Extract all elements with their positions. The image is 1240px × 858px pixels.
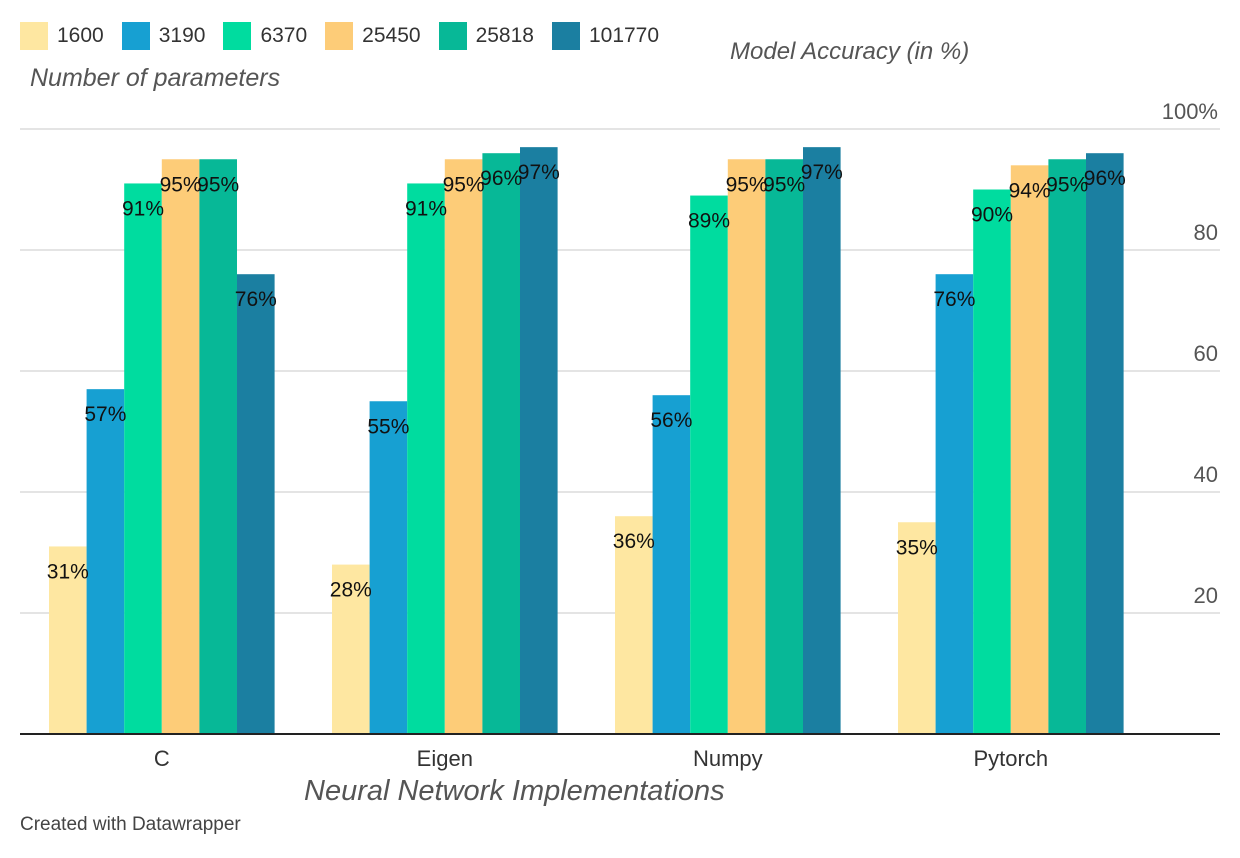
x-tick-label-numpy: Numpy xyxy=(693,746,763,771)
bar-numpy-1600 xyxy=(615,516,653,734)
data-label-numpy-1600: 36% xyxy=(613,530,655,553)
bar-eigen-25450 xyxy=(444,159,483,734)
x-tick-label-eigen: Eigen xyxy=(417,746,473,771)
data-label-eigen-101770: 97% xyxy=(518,161,560,184)
legend-item-6370: 6370 xyxy=(223,22,313,50)
data-label-numpy-6370: 89% xyxy=(688,210,730,233)
bar-c-101770 xyxy=(237,274,275,734)
data-label-numpy-101770: 97% xyxy=(801,161,843,184)
y-tick-label-40: 40 xyxy=(1194,462,1218,487)
bar-pytorch-25818 xyxy=(1048,159,1086,734)
bar-eigen-101770 xyxy=(520,147,558,734)
bar-numpy-25818 xyxy=(765,159,803,734)
data-label-pytorch-3190: 76% xyxy=(933,288,975,311)
legend-swatch-25450 xyxy=(325,22,354,50)
data-label-eigen-1600: 28% xyxy=(330,579,372,602)
legend-label-6370: 6370 xyxy=(260,24,308,47)
legend-item-1600: 1600 xyxy=(20,22,110,50)
data-label-c-1600: 31% xyxy=(47,560,89,583)
credit-note: Created with Datawrapper xyxy=(20,814,241,835)
bar-pytorch-101770 xyxy=(1086,153,1124,734)
bar-eigen-3190 xyxy=(369,401,408,734)
x-axis-title: Neural Network Implementations xyxy=(304,775,725,807)
data-label-c-25818: 95% xyxy=(197,173,239,196)
data-label-eigen-3190: 55% xyxy=(367,415,409,438)
bar-pytorch-6370 xyxy=(973,189,1011,734)
chart-legend: 1600 3190 6370 25450 25818 101770 xyxy=(20,20,665,52)
data-label-eigen-6370: 91% xyxy=(405,197,447,220)
legend-label-3190: 3190 xyxy=(158,24,206,47)
bar-pytorch-1600 xyxy=(898,522,936,734)
legend-label-25450: 25450 xyxy=(362,24,421,47)
y-axis-title: Model Accuracy (in %) xyxy=(730,38,970,65)
data-label-numpy-3190: 56% xyxy=(650,409,692,432)
data-label-pytorch-25818: 95% xyxy=(1046,173,1088,196)
data-label-numpy-25818: 95% xyxy=(763,173,805,196)
bar-pytorch-3190 xyxy=(935,274,974,734)
data-label-c-6370: 91% xyxy=(122,197,164,220)
legend-item-101770: 101770 xyxy=(551,22,665,50)
bar-eigen-1600 xyxy=(332,564,370,734)
data-label-c-101770: 76% xyxy=(235,288,277,311)
legend-label-25818: 25818 xyxy=(475,24,534,47)
bar-c-25450 xyxy=(161,159,200,734)
legend-swatch-1600 xyxy=(20,22,48,50)
data-label-eigen-25818: 96% xyxy=(480,167,522,190)
y-tick-label-100: 100% xyxy=(1162,99,1218,124)
bar-c-25818 xyxy=(199,159,237,734)
legend-swatch-25818 xyxy=(438,22,467,50)
legend-item-25450: 25450 xyxy=(325,22,426,50)
data-label-pytorch-101770: 96% xyxy=(1084,167,1126,190)
legend-swatch-3190 xyxy=(121,22,150,50)
y-tick-label-60: 60 xyxy=(1194,341,1218,366)
data-label-pytorch-1600: 35% xyxy=(896,536,938,559)
bar-pytorch-25450 xyxy=(1010,165,1049,735)
legend-label-1600: 1600 xyxy=(57,24,104,47)
x-tick-label-c: C xyxy=(154,746,170,771)
bar-c-1600 xyxy=(49,546,87,734)
bar-eigen-6370 xyxy=(407,183,445,734)
x-tick-label-pytorch: Pytorch xyxy=(974,746,1049,771)
legend-item-25818: 25818 xyxy=(438,22,540,50)
bar-c-6370 xyxy=(124,183,162,734)
data-label-c-25450: 95% xyxy=(160,173,202,196)
bar-numpy-101770 xyxy=(803,147,841,734)
legend-swatch-6370 xyxy=(223,22,252,50)
bar-eigen-25818 xyxy=(482,153,520,734)
data-label-eigen-25450: 95% xyxy=(443,173,485,196)
data-label-pytorch-6370: 90% xyxy=(971,204,1013,227)
legend-swatch-101770 xyxy=(551,22,580,50)
legend-title: Number of parameters xyxy=(30,64,281,92)
data-label-pytorch-25450: 94% xyxy=(1009,179,1051,202)
data-label-c-3190: 57% xyxy=(84,403,126,426)
legend-item-3190: 3190 xyxy=(121,22,212,50)
bar-c-3190 xyxy=(86,389,125,734)
bar-numpy-3190 xyxy=(652,395,691,734)
bar-numpy-6370 xyxy=(690,195,728,735)
y-tick-label-80: 80 xyxy=(1194,220,1218,245)
bar-numpy-25450 xyxy=(727,159,766,734)
y-tick-label-20: 20 xyxy=(1194,583,1218,608)
legend-label-101770: 101770 xyxy=(588,24,660,47)
data-label-numpy-25450: 95% xyxy=(726,173,768,196)
